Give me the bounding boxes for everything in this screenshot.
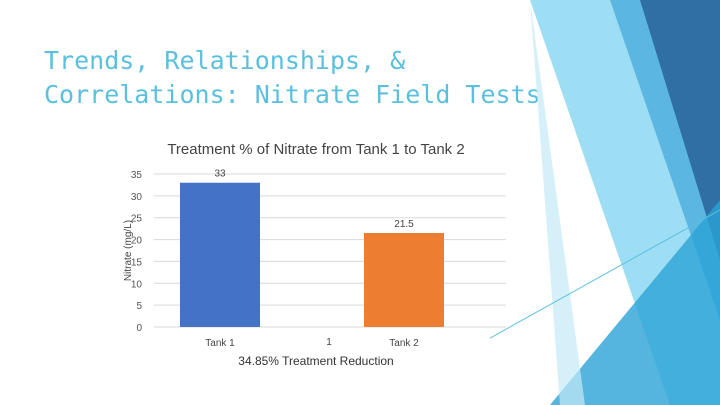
y-tick-label: 20 [131, 236, 143, 247]
y-tick-label: 10 [131, 279, 143, 290]
chart-title: Treatment % of Nitrate from Tank 1 to Ta… [167, 141, 465, 158]
y-tick-label: 30 [131, 192, 143, 203]
y-tick-label: 15 [131, 257, 143, 268]
slide-title: Trends, Relationships, & Correlations: N… [44, 44, 541, 112]
slide-title-line-2: Correlations: Nitrate Field Tests [44, 80, 541, 109]
chart-plot: 0 5 10 15 20 25 30 35 Nitrate (mg/L) 33 Tank 1 21.5… [123, 169, 506, 349]
slide-title-line-1: Trends, Relationships, & [44, 46, 406, 75]
y-tick-label: 35 [131, 170, 143, 181]
x-tick-label: Tank 1 [205, 338, 235, 349]
data-label: 21.5 [394, 219, 414, 230]
bar [180, 182, 260, 327]
y-tick-label: 25 [131, 214, 143, 225]
x-axis-label: 1 [326, 337, 332, 348]
deco-shape-bottom [550, 200, 720, 405]
x-tick-label: Tank 2 [389, 338, 419, 349]
chart-footer: 34.85% Treatment Reduction [238, 354, 394, 368]
decorative-triangles [490, 0, 720, 405]
y-tick-label: 0 [136, 323, 142, 334]
bar [364, 233, 444, 327]
deco-shape-dark [640, 0, 720, 260]
y-axis-label: Nitrate (mg/L) [123, 220, 134, 281]
deco-shape-pale [530, 0, 585, 405]
deco-line [490, 209, 720, 339]
chart: Treatment % of Nitrate from Tank 1 to Ta… [118, 136, 514, 372]
data-label: 33 [214, 169, 226, 180]
y-tick-label: 5 [136, 301, 142, 312]
